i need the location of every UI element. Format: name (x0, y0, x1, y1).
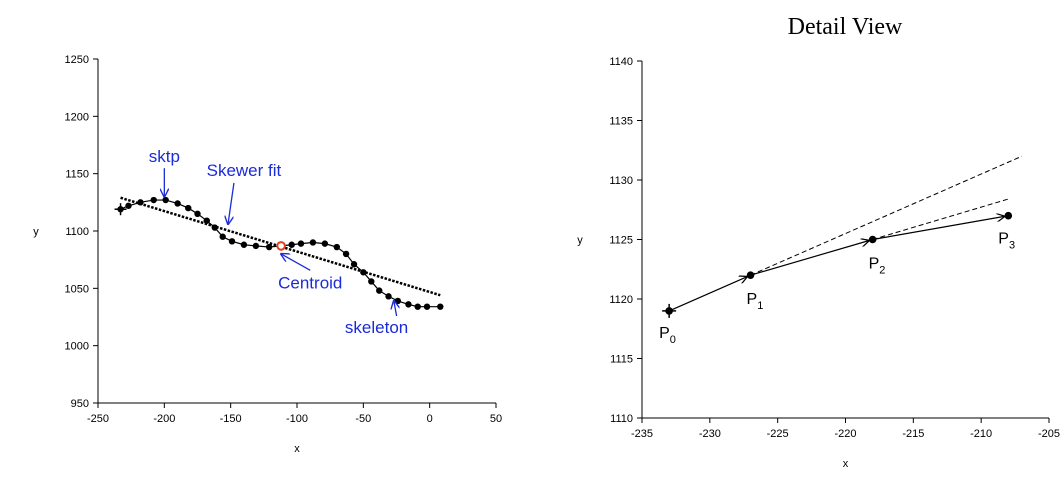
x-tick-label: -210 (970, 428, 992, 440)
y-tick-label: 1125 (609, 235, 633, 247)
annotation-label: Centroid (278, 273, 342, 292)
point-label: P0 (659, 325, 676, 346)
y-tick-label: 950 (71, 398, 89, 410)
skeleton-point (228, 238, 236, 245)
detail-point (1004, 211, 1013, 220)
segment-arrow (668, 277, 747, 312)
skeleton-point (297, 240, 305, 247)
skeleton-point (309, 239, 317, 246)
point-label: P2 (869, 256, 886, 277)
x-tick-label: -235 (631, 428, 653, 440)
y-axis-label: y (577, 235, 583, 247)
x-tick-label: 0 (427, 413, 433, 425)
detail-point (746, 271, 755, 280)
y-tick-label: 1050 (65, 283, 89, 295)
point-label-subscript: 3 (1009, 240, 1015, 252)
x-tick-label: 50 (490, 413, 502, 425)
skeleton-point (174, 200, 181, 207)
skeleton-point (394, 297, 402, 305)
extension-dashed-line (750, 155, 1023, 276)
point-label: P3 (998, 231, 1015, 252)
y-tick-label: 1110 (610, 413, 633, 425)
annotation-label: Skewer fit (207, 161, 282, 180)
skeleton-point (333, 243, 340, 251)
skeleton-point (405, 301, 412, 308)
chart-title: Detail View (788, 14, 903, 40)
skeleton-point (125, 202, 132, 209)
point-label: P1 (747, 291, 764, 312)
skeleton-point (414, 303, 421, 310)
skeleton-point (137, 199, 144, 206)
x-tick-label: -250 (87, 413, 109, 425)
point-label-letter: P (998, 231, 1009, 248)
y-tick-label: 1100 (65, 226, 89, 238)
y-tick-label: 1000 (65, 341, 89, 353)
point-label-letter: P (747, 291, 758, 308)
centroid-point (276, 241, 286, 251)
skeleton-point (185, 204, 192, 212)
point-label-subscript: 1 (757, 300, 763, 312)
skeleton-point (265, 243, 273, 251)
annotation-arrow (228, 182, 235, 224)
skeleton-point (437, 303, 444, 310)
x-tick-label: -205 (1038, 428, 1060, 440)
x-tick-label: -215 (902, 428, 924, 440)
annotation-label: sktp (149, 147, 180, 166)
x-axis-label: x (294, 443, 300, 455)
skeleton-point (288, 241, 295, 248)
x-tick-label: -230 (699, 428, 721, 440)
y-tick-label: 1135 (609, 116, 633, 128)
annotation-arrow (394, 301, 397, 317)
y-tick-label: 1130 (609, 175, 633, 187)
x-tick-label: -50 (355, 413, 371, 425)
skeleton-point (385, 293, 392, 300)
x-tick-label: -200 (153, 413, 175, 425)
x-tick-label: -225 (767, 428, 789, 440)
x-tick-label: -150 (220, 413, 242, 425)
point-label-letter: P (659, 325, 670, 342)
y-tick-label: 1140 (609, 56, 633, 68)
skeleton-point (360, 269, 367, 276)
skeleton-point (150, 196, 157, 204)
skeleton-point (194, 210, 201, 217)
point-label-subscript: 0 (670, 334, 676, 346)
skeleton-chart: -250 -200 -150 -100 -50 0 50 950 1000 1050 1100 115… (33, 54, 502, 455)
skeleton-point (240, 241, 248, 248)
skeleton-point (203, 217, 210, 224)
skeleton-point (162, 196, 169, 204)
annotation-label: skeleton (345, 318, 408, 337)
segment-arrow (750, 241, 869, 276)
x-tick-label: -220 (834, 428, 856, 440)
y-axis-label: y (33, 226, 39, 238)
skeleton-point (350, 261, 358, 268)
detail-view-chart: -235 -230 -225 -220 -215 -210 -205 1110 1115 1120… (577, 14, 1060, 470)
y-tick-label: 1150 (65, 169, 89, 181)
skeleton-point (342, 250, 350, 258)
skeleton-point (368, 278, 375, 285)
y-tick-label: 1115 (610, 354, 633, 366)
point-label-letter: P (869, 256, 880, 273)
skeleton-point (321, 240, 329, 247)
skeleton-point (219, 233, 226, 240)
point-label-subscript: 2 (879, 265, 885, 277)
x-axis-label: x (843, 458, 849, 470)
skeleton-point (211, 224, 218, 231)
skeleton-point (252, 242, 260, 250)
y-tick-label: 1120 (609, 294, 633, 306)
segment-arrow (872, 216, 1005, 241)
x-tick-label: -100 (286, 413, 308, 425)
y-tick-label: 1200 (65, 111, 89, 123)
skeleton-point (376, 287, 383, 294)
y-tick-label: 1250 (65, 54, 89, 66)
skeleton-point (423, 303, 431, 310)
annotation-arrow (281, 254, 311, 271)
detail-point (868, 235, 877, 244)
